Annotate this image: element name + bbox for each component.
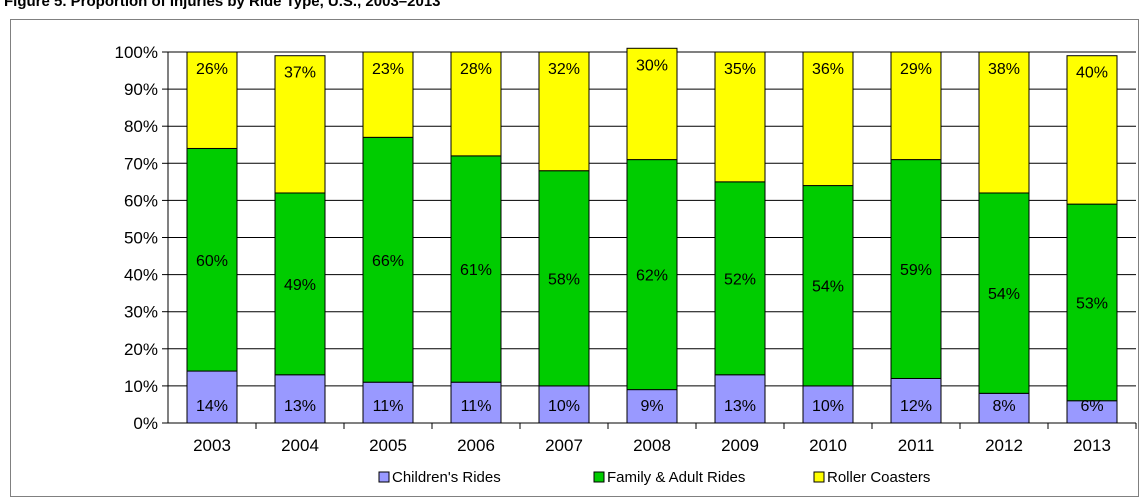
data-label: 59% — [900, 262, 932, 279]
data-label: 10% — [812, 398, 844, 415]
data-label: 37% — [284, 65, 316, 82]
data-label: 9% — [640, 398, 663, 415]
x-tick-label: 2010 — [809, 436, 847, 455]
bar-segment — [538, 385, 590, 424]
x-tick-label: 2013 — [1073, 436, 1111, 455]
y-tick-label: 30% — [124, 303, 158, 322]
bar-segment — [714, 181, 766, 376]
x-tick-label: 2009 — [721, 436, 759, 455]
y-tick-label: 40% — [124, 266, 158, 285]
x-tick-label: 2004 — [281, 436, 319, 455]
bar-segment — [450, 381, 502, 424]
data-label: 66% — [372, 253, 404, 270]
y-tick-label: 0% — [133, 414, 158, 433]
page-title: Figure 5. Proportion of Injuries by Ride… — [4, 0, 441, 10]
data-label: 23% — [372, 61, 404, 78]
title-strip: Figure 5. Proportion of Injuries by Ride… — [0, 0, 1142, 20]
bar-segment — [626, 47, 678, 161]
data-label: 38% — [988, 61, 1020, 78]
legend-label: Children's Rides — [392, 469, 501, 486]
stacked-bar-chart: 0% 10% 20% 30% 40% 50% 60% 70% 80% 90% 100% 2003 200… — [115, 43, 1137, 486]
data-label: 62% — [636, 268, 668, 285]
data-label: 8% — [992, 398, 1015, 415]
data-label: 49% — [284, 277, 316, 294]
bar-segment — [802, 385, 854, 424]
bar-segment — [978, 192, 1030, 394]
bar-segment — [714, 51, 766, 183]
data-label: 11% — [461, 398, 492, 415]
data-label: 36% — [812, 61, 844, 78]
data-label: 53% — [1076, 295, 1108, 312]
data-label: 52% — [724, 271, 756, 288]
data-label: 29% — [900, 61, 932, 78]
bar-segment — [186, 51, 238, 149]
bars — [186, 47, 1118, 424]
data-label: 61% — [460, 262, 492, 279]
y-tick-label: 90% — [124, 80, 158, 99]
bar-segment — [802, 185, 854, 387]
x-tick-label: 2006 — [457, 436, 495, 455]
data-label: 60% — [196, 253, 228, 270]
x-tick-label: 2007 — [545, 436, 583, 455]
data-label: 54% — [812, 279, 844, 296]
bar-segment — [450, 155, 502, 383]
x-tick-label: 2008 — [633, 436, 671, 455]
bar-segment — [186, 147, 238, 372]
legend-label: Roller Coasters — [827, 469, 930, 486]
bar-segment — [1066, 203, 1118, 402]
bar-segment — [362, 51, 414, 138]
bar-segment — [890, 159, 942, 379]
data-label: 58% — [548, 271, 580, 288]
data-label: 6% — [1080, 398, 1103, 415]
x-tick-label: 2011 — [898, 436, 935, 455]
bar-segment — [362, 381, 414, 424]
y-tick-label: 80% — [124, 117, 158, 136]
y-tick-label: 10% — [124, 377, 158, 396]
bar-segment — [274, 192, 326, 376]
data-label: 12% — [900, 398, 932, 415]
data-label: 14% — [196, 398, 228, 415]
y-tick-label: 100% — [115, 43, 158, 62]
legend-swatch — [593, 471, 605, 483]
y-tick-label: 60% — [124, 191, 158, 210]
bar-segment — [978, 392, 1030, 424]
bar-segment — [626, 159, 678, 391]
bar-segment — [274, 374, 326, 424]
legend-label: Family & Adult Rides — [607, 469, 745, 486]
bar-segment — [1066, 55, 1118, 205]
bar-segment — [274, 55, 326, 194]
data-label: 30% — [636, 57, 668, 74]
y-tick-label: 70% — [124, 154, 158, 173]
y-tick-label: 50% — [124, 229, 158, 248]
data-label: 28% — [460, 61, 492, 78]
bar-segment — [890, 377, 942, 424]
data-label: 35% — [724, 61, 756, 78]
data-label: 13% — [284, 398, 316, 415]
bar-segment — [802, 51, 854, 187]
bar-segment — [362, 136, 414, 383]
bar-segment — [978, 51, 1030, 194]
data-label: 40% — [1076, 65, 1108, 82]
axes: 0% 10% 20% 30% 40% 50% 60% 70% 80% 90% 100% 2003 200… — [115, 43, 1137, 455]
x-tick-label: 2003 — [193, 436, 231, 455]
data-label: 26% — [196, 61, 228, 78]
data-label: 54% — [988, 286, 1020, 303]
data-label: 32% — [548, 61, 580, 78]
y-tick-label: 20% — [124, 340, 158, 359]
x-tick-label: 2005 — [369, 436, 407, 455]
data-labels: 14% 60% 26% 13% 49% 37% 11% 66% 23% 11% 61% 28% 10% 5… — [196, 57, 1108, 415]
data-label: 11% — [373, 398, 404, 415]
legend: Children's Rides Family & Adult Rides Roll… — [378, 469, 930, 486]
bar-segment — [890, 51, 942, 161]
data-label: 10% — [548, 398, 580, 415]
chart-frame: 0% 10% 20% 30% 40% 50% 60% 70% 80% 90% 100% 2003 200… — [10, 19, 1139, 497]
legend-swatch — [813, 471, 825, 483]
x-tick-label: 2012 — [985, 436, 1023, 455]
bar-segment — [538, 51, 590, 172]
legend-swatch — [378, 471, 390, 483]
bar-segment — [450, 51, 502, 157]
data-label: 13% — [724, 398, 756, 415]
